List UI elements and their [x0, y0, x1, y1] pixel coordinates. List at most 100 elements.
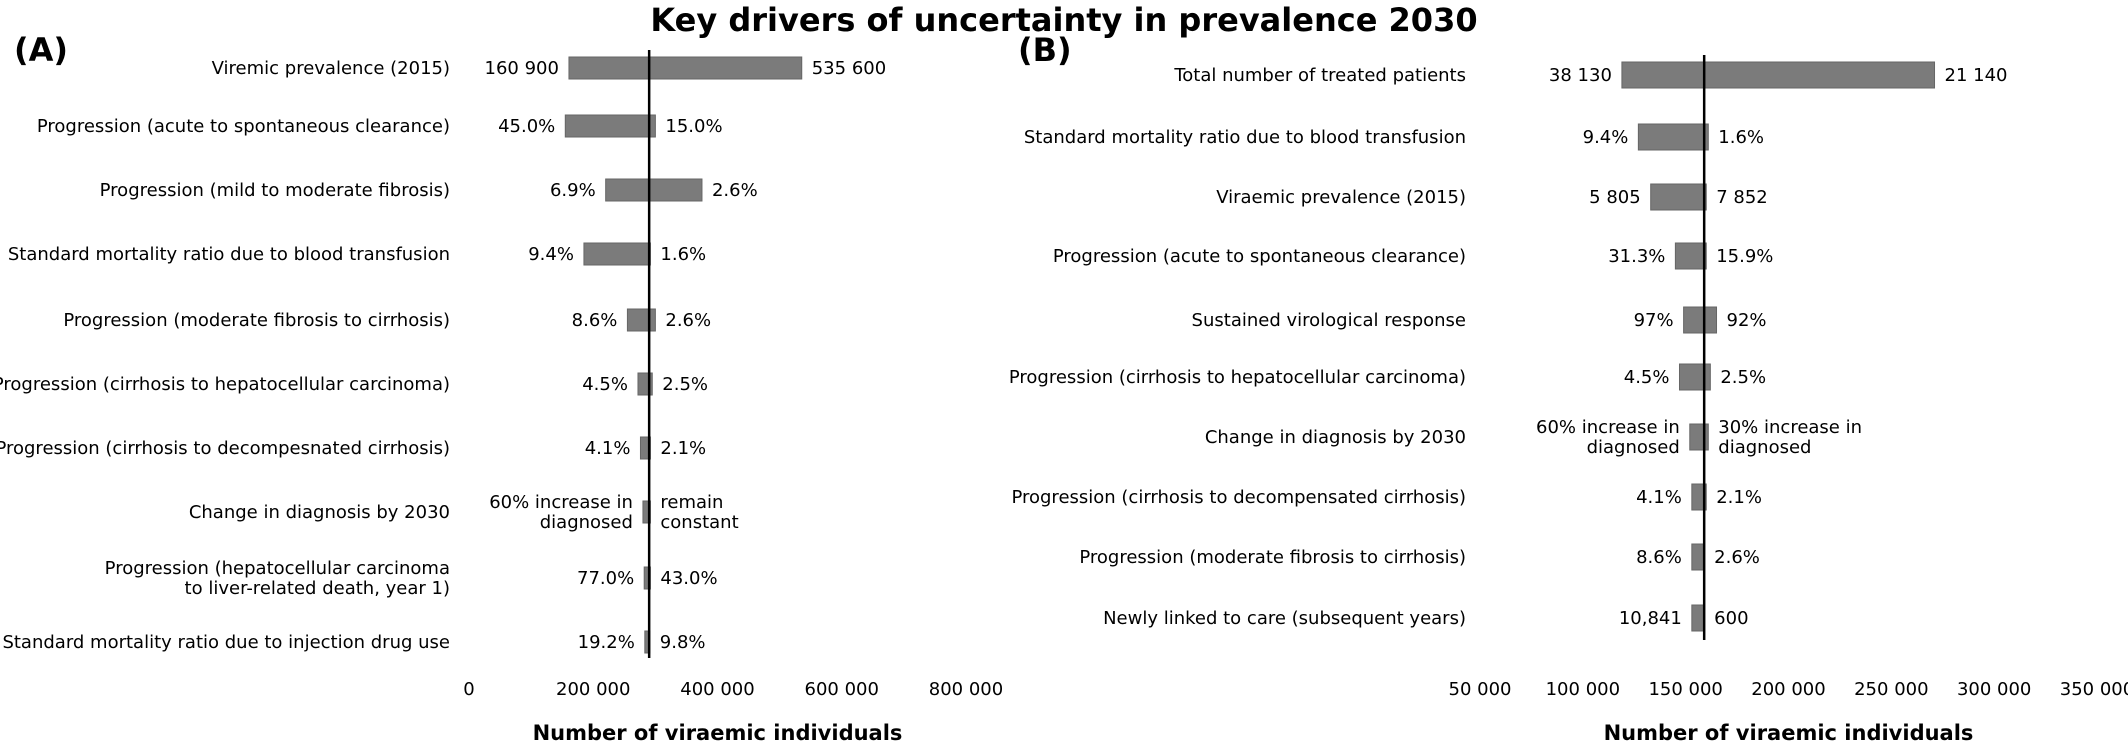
category-label-line: Sustained virological response — [1192, 310, 1466, 331]
category-label-line: Progression (cirrhosis to hepatocellular… — [0, 374, 450, 395]
x-tick-label: 250 000 — [1854, 679, 1928, 700]
high-value-label-line: 2.1% — [1716, 487, 1762, 508]
low-value-label: 6.9% — [550, 180, 596, 201]
category-label: Standard mortality ratio due to blood tr… — [8, 244, 450, 265]
category-label: Total number of treated patients — [1173, 65, 1466, 86]
high-value-label-line: 9.8% — [660, 632, 706, 653]
category-label-line: Progression (moderate fibrosis to cirrho… — [1079, 547, 1466, 568]
x-tick-label: 300 000 — [1957, 679, 2031, 700]
low-value-label: 45.0% — [498, 116, 555, 137]
category-label: Progression (hepatocellular carcinoma to … — [105, 558, 450, 599]
high-value-label-line: 21 140 — [1945, 65, 2008, 86]
low-value-label-line: 160 900 — [485, 58, 559, 79]
category-label: Viraemic prevalence (2015) — [1216, 187, 1466, 208]
high-value-label: 2.5% — [662, 374, 708, 395]
category-label: Standard mortality ratio due to blood tr… — [1024, 127, 1466, 148]
category-label-line: Progression (cirrhosis to hepatocellular… — [1009, 367, 1466, 388]
low-value-label: 160 900 — [485, 58, 559, 79]
high-value-label-line: 2.6% — [712, 180, 758, 201]
low-value-label-line: 8.6% — [1636, 547, 1682, 568]
low-value-label-line: 4.5% — [582, 374, 628, 395]
category-label: Newly linked to care (subsequent years) — [1103, 608, 1466, 629]
high-value-label: 92% — [1727, 310, 1767, 331]
low-value-label-line: 6.9% — [550, 180, 596, 201]
bar — [1689, 423, 1709, 451]
high-value-label-line: 15.0% — [665, 116, 722, 137]
category-label: Standard mortality ratio due to injectio… — [2, 632, 450, 653]
high-value-label: 2.5% — [1720, 367, 1766, 388]
x-tick-label: 600 000 — [805, 679, 879, 700]
high-value-label: 2.1% — [660, 438, 706, 459]
low-value-label-line: 97% — [1634, 310, 1674, 331]
high-value-label-line: 2.1% — [660, 438, 706, 459]
bar — [1691, 543, 1705, 571]
bar — [1678, 363, 1711, 391]
low-value-label-line: 60% increase in — [489, 492, 633, 513]
low-value-label-line: 8.6% — [572, 310, 618, 331]
x-tick-label: 400 000 — [680, 679, 754, 700]
category-label-line: Progression (mild to moderate fibrosis) — [100, 180, 450, 201]
category-label-line: Newly linked to care (subsequent years) — [1103, 608, 1466, 629]
category-label: Progression (cirrhosis to hepatocellular… — [0, 374, 450, 395]
category-label-line: Progression (moderate fibrosis to cirrho… — [63, 310, 450, 331]
bar — [605, 178, 703, 202]
category-label: Progression (moderate fibrosis to cirrho… — [63, 310, 450, 331]
category-label: Viremic prevalence (2015) — [212, 58, 450, 79]
high-value-label: 2.6% — [1714, 547, 1760, 568]
high-value-label: 30% increase in diagnosed — [1718, 417, 1862, 458]
low-value-label: 60% increase in diagnosed — [1536, 417, 1680, 458]
high-value-label: 7 852 — [1716, 187, 1768, 208]
high-value-label: 1.6% — [660, 244, 706, 265]
category-label-line: Viraemic prevalence (2015) — [1216, 187, 1466, 208]
category-label-line: Change in diagnosis by 2030 — [189, 502, 450, 523]
category-label-line: Standard mortality ratio due to blood tr… — [1024, 127, 1466, 148]
high-value-label-line: 43.0% — [660, 568, 717, 589]
low-value-label: 10,841 — [1619, 608, 1682, 629]
high-value-label-line: 7 852 — [1716, 187, 1768, 208]
high-value-label: 2.6% — [665, 310, 711, 331]
high-value-label-line: 1.6% — [1718, 127, 1764, 148]
low-value-label: 77.0% — [577, 568, 634, 589]
x-tick-label: 150 000 — [1648, 679, 1722, 700]
category-label-line: Progression (cirrhosis to decompensated … — [1011, 487, 1466, 508]
high-value-label: remain constant — [660, 492, 738, 533]
x-tick-label: 350 000 — [2060, 679, 2128, 700]
high-value-label: 15.9% — [1716, 246, 1773, 267]
low-value-label-line: 4.1% — [585, 438, 631, 459]
high-value-label: 1.6% — [1718, 127, 1764, 148]
high-value-label: 21 140 — [1945, 65, 2008, 86]
low-value-label-line: 4.1% — [1636, 487, 1682, 508]
x-axis-title: Number of viraemic individuals — [533, 721, 903, 745]
high-value-label-line: 15.9% — [1716, 246, 1773, 267]
x-tick-label: 200 000 — [556, 679, 630, 700]
high-value-label: 43.0% — [660, 568, 717, 589]
x-tick-label: 100 000 — [1546, 679, 1620, 700]
low-value-label-line: 77.0% — [577, 568, 634, 589]
low-value-label: 4.5% — [1624, 367, 1670, 388]
x-tick-label: 200 000 — [1751, 679, 1825, 700]
high-value-label: 2.6% — [712, 180, 758, 201]
bar — [1691, 483, 1707, 511]
high-value-label: 15.0% — [665, 116, 722, 137]
low-value-label-line: 5 805 — [1589, 187, 1641, 208]
category-label-line: Standard mortality ratio due to injectio… — [2, 632, 450, 653]
bar — [583, 242, 651, 266]
category-label: Change in diagnosis by 2030 — [189, 502, 450, 523]
x-tick-label: 50 000 — [1449, 679, 1512, 700]
low-value-label-line: 9.4% — [528, 244, 574, 265]
category-label-line: Progression (acute to spontaneous cleara… — [1053, 246, 1466, 267]
low-value-label: 38 130 — [1549, 65, 1612, 86]
category-label: Sustained virological response — [1192, 310, 1466, 331]
category-label: Progression (mild to moderate fibrosis) — [100, 180, 450, 201]
low-value-label-line: diagnosed — [1587, 437, 1680, 458]
high-value-label: 535 600 — [812, 58, 886, 79]
bar — [564, 114, 656, 138]
low-value-label: 5 805 — [1589, 187, 1641, 208]
category-label-line: Change in diagnosis by 2030 — [1205, 427, 1466, 448]
low-value-label: 8.6% — [1636, 547, 1682, 568]
low-value-label-line: 45.0% — [498, 116, 555, 137]
category-label-line: Standard mortality ratio due to blood tr… — [8, 244, 450, 265]
high-value-label-line: 600 — [1714, 608, 1748, 629]
high-value-label: 600 — [1714, 608, 1748, 629]
